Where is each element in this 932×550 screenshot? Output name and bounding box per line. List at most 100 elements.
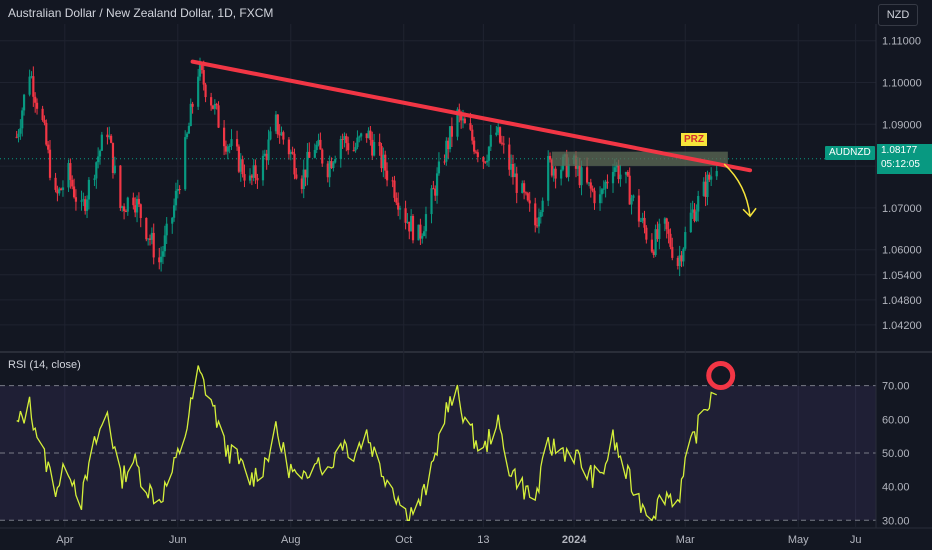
candle-body xyxy=(198,63,202,77)
candle-body xyxy=(293,153,296,175)
candle-body xyxy=(680,255,683,262)
candle-body xyxy=(313,149,316,158)
candle-body xyxy=(319,139,322,150)
candle-body xyxy=(593,190,596,204)
candle-body xyxy=(526,193,529,201)
price-tick-label: 1.10000 xyxy=(882,78,922,90)
candle-body xyxy=(330,161,333,169)
candle-body xyxy=(200,63,203,71)
candle-body xyxy=(147,238,150,240)
candle-body xyxy=(385,170,389,181)
candle-body xyxy=(524,192,528,194)
candle-body xyxy=(434,188,437,196)
candle-body xyxy=(550,159,553,176)
candle-body xyxy=(398,208,402,210)
candle-body xyxy=(535,225,539,227)
candle-body xyxy=(369,130,372,140)
candle-body xyxy=(639,220,642,222)
candle-body xyxy=(67,163,70,188)
candle-body xyxy=(715,170,718,177)
currency-button[interactable]: NZD xyxy=(878,4,918,26)
candle-body xyxy=(21,110,24,129)
candle-body xyxy=(515,173,518,193)
candle-body xyxy=(489,134,492,147)
candle-body xyxy=(339,139,342,160)
candle-body xyxy=(611,171,615,184)
time-tick-label: 13 xyxy=(477,534,489,546)
time-tick-label: Mar xyxy=(676,534,695,546)
candle-body xyxy=(204,84,207,98)
candle-body xyxy=(567,164,570,177)
candle-body xyxy=(656,229,659,239)
candle-body xyxy=(300,178,303,189)
candle-body xyxy=(624,171,628,175)
prz-label: PRZ xyxy=(681,133,707,146)
candle-body xyxy=(287,139,291,155)
candle-body xyxy=(384,154,387,171)
candle-body xyxy=(263,153,266,156)
candle-body xyxy=(706,174,709,197)
candle-body xyxy=(215,103,218,106)
candle-body xyxy=(126,197,129,212)
candle-body xyxy=(124,211,128,213)
candle-body xyxy=(710,176,713,180)
candle-body xyxy=(119,165,122,209)
candle-body xyxy=(430,188,433,215)
candle-body xyxy=(547,156,550,201)
candle-body xyxy=(697,195,700,212)
candle-body xyxy=(256,177,259,181)
candle-body xyxy=(378,141,381,147)
candle-body xyxy=(404,208,407,223)
candle-body xyxy=(276,114,279,135)
candle-body xyxy=(450,126,453,137)
candle-body xyxy=(189,103,192,127)
candle-body xyxy=(43,119,46,123)
candle-body xyxy=(265,153,268,161)
candle-body xyxy=(217,105,220,128)
candle-body xyxy=(604,181,607,189)
candle-body xyxy=(537,217,541,227)
candle-body xyxy=(235,139,239,147)
candle-body xyxy=(308,151,311,158)
candle-body xyxy=(560,169,563,179)
candle-body xyxy=(539,212,542,218)
candle-body xyxy=(591,188,594,191)
candle-body xyxy=(397,202,400,210)
candle-body xyxy=(576,165,579,169)
candle-body xyxy=(552,168,555,176)
candle-body xyxy=(56,189,59,194)
candles xyxy=(15,57,718,277)
candle-body xyxy=(252,165,255,178)
candle-body xyxy=(41,108,44,120)
candle-body xyxy=(100,134,103,151)
candle-body xyxy=(473,140,476,152)
candle-body xyxy=(197,76,200,107)
candle-body xyxy=(421,235,424,239)
candle-body xyxy=(139,204,142,218)
candle-body xyxy=(598,194,602,204)
symbol-title[interactable]: Australian Dollar / New Zealand Dollar, … xyxy=(8,6,274,20)
candle-body xyxy=(163,235,166,252)
symbol-price-tag: AUDNZD xyxy=(825,146,875,160)
candle-body xyxy=(282,132,285,140)
candle-body xyxy=(460,113,463,121)
rsi-label[interactable]: RSI (14, close) xyxy=(8,359,81,371)
candle-body xyxy=(585,167,589,183)
candle-body xyxy=(580,167,583,186)
rsi-tick-label: 70.00 xyxy=(882,381,910,393)
candle-body xyxy=(498,127,502,143)
candle-body xyxy=(600,189,604,195)
candle-body xyxy=(708,174,711,180)
candle-body xyxy=(637,195,641,222)
candle-body xyxy=(160,256,163,263)
candle-body xyxy=(213,103,216,109)
rsi-pane xyxy=(0,361,876,522)
candle-body xyxy=(432,188,435,190)
candle-body xyxy=(476,152,479,158)
candle-body xyxy=(30,76,33,78)
time-tick-label: Jun xyxy=(169,534,187,546)
candle-body xyxy=(71,179,74,187)
candle-body xyxy=(502,143,505,145)
price-tick-label: 1.04200 xyxy=(882,320,922,332)
